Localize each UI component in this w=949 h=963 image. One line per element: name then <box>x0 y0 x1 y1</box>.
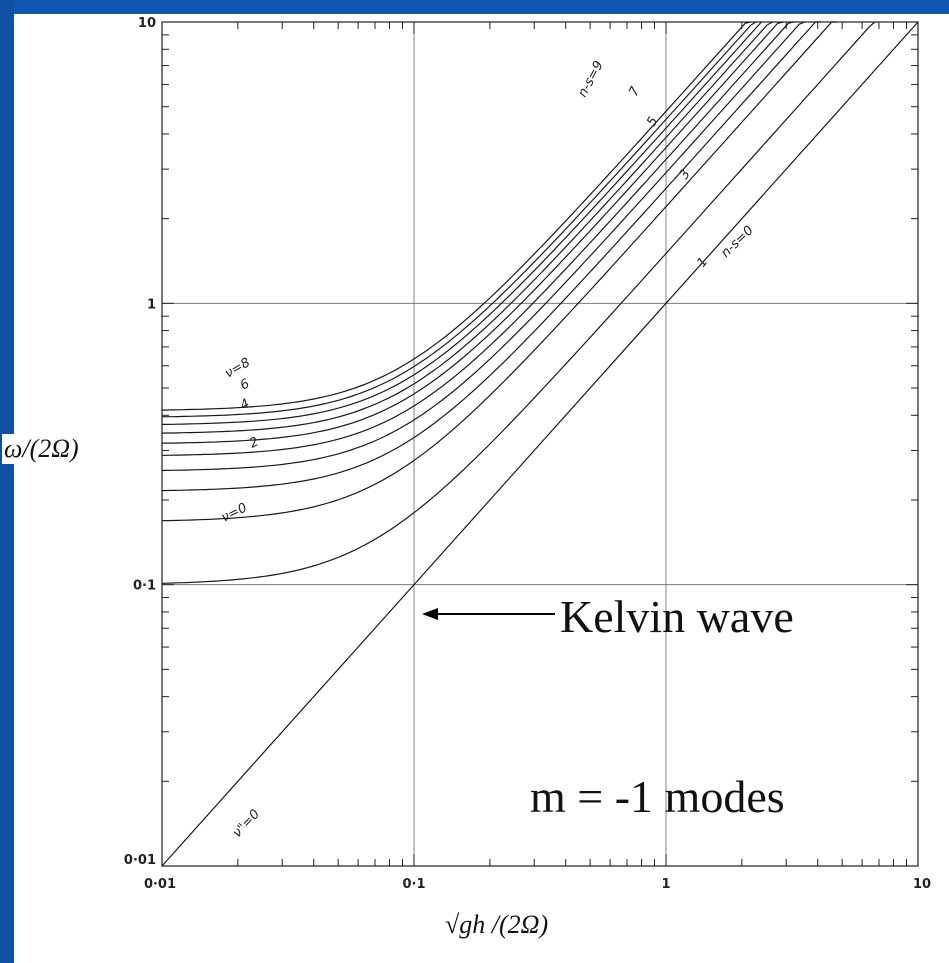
curve-label-left: ν=8 <box>223 355 253 381</box>
series-line <box>161 21 773 434</box>
series-line <box>161 21 919 867</box>
slide-top-stripe <box>0 0 949 14</box>
series-line <box>162 21 794 456</box>
plot-frame <box>161 21 919 867</box>
curve-label-left: ν=0 <box>219 501 249 526</box>
mode-annotation: m = -1 modes <box>530 771 785 822</box>
curve-label-left: 4 <box>238 396 252 413</box>
curve-label-top: 7 <box>626 84 643 99</box>
series-line <box>162 21 762 425</box>
series-line <box>161 21 784 444</box>
y-tick-label: 0·01 <box>124 853 156 868</box>
slide-left-stripe <box>0 0 14 963</box>
series-line <box>161 21 821 492</box>
curve-label-diagonal: ν"=0 <box>230 807 263 841</box>
curve-label-left: 2 <box>247 434 261 451</box>
curve-label-top: 3 <box>677 167 694 182</box>
curve-label-left: 6 <box>238 376 252 393</box>
x-tick-label: 10 <box>913 877 931 892</box>
y-axis-label: ω/(2Ω) <box>2 434 81 464</box>
curve-label-top: n-s=0 <box>718 223 756 261</box>
series-line <box>161 21 805 472</box>
x-tick-label: 0·1 <box>402 877 425 892</box>
curve-label-top: n-s=9 <box>575 59 606 100</box>
y-tick-label: 10 <box>138 16 156 31</box>
series-line <box>161 21 838 522</box>
y-tick-label: 0·1 <box>133 579 156 594</box>
x-axis-label: √gh /(2Ω) <box>445 910 549 939</box>
x-tick-label: 0·01 <box>144 877 176 892</box>
x-tick-label: 1 <box>661 877 670 892</box>
kelvin-wave-annotation: Kelvin wave <box>560 591 794 642</box>
y-tick-label: 1 <box>147 297 156 312</box>
series-line <box>161 21 757 418</box>
kelvin-arrow-head <box>422 608 438 620</box>
series-line <box>161 21 876 584</box>
series-line <box>161 21 751 411</box>
chart-paper <box>14 14 949 963</box>
